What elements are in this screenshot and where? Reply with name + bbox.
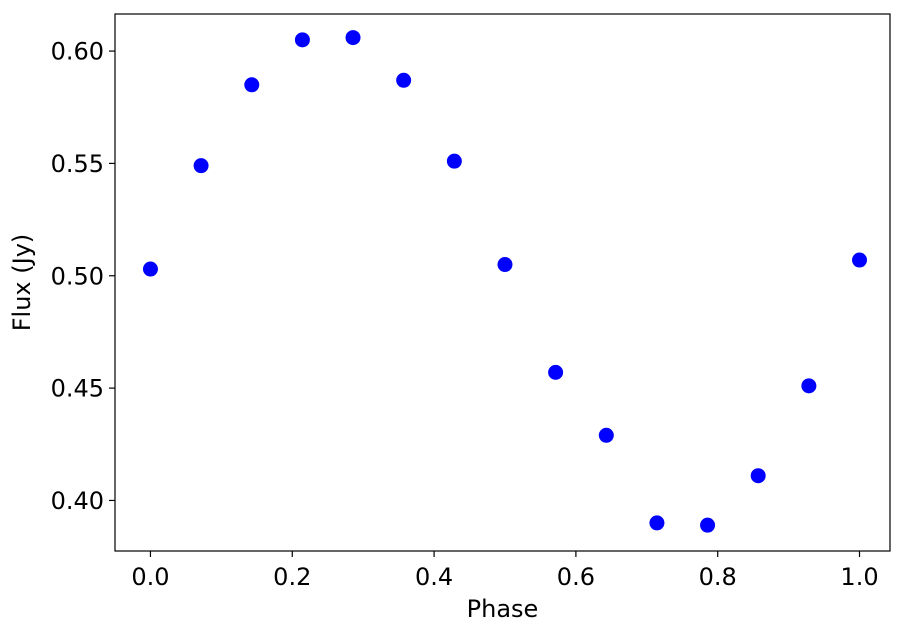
y-axis-label: Flux (Jy) (8, 234, 36, 332)
plot-frame (114, 13, 891, 552)
y-tick-label: 0.60 (51, 38, 104, 66)
data-point (649, 515, 665, 531)
x-tick-label: 0.8 (699, 563, 737, 591)
data-point (548, 364, 564, 380)
data-point (396, 72, 412, 88)
data-point (497, 257, 513, 273)
data-point (750, 468, 766, 484)
data-point (142, 261, 158, 277)
x-axis-label: Phase (467, 595, 539, 623)
data-point (700, 517, 716, 533)
data-point (852, 252, 868, 268)
y-tick-label: 0.55 (51, 150, 104, 178)
data-point (193, 158, 209, 174)
y-tick-label: 0.40 (51, 487, 104, 515)
points-layer (142, 30, 868, 533)
data-point (801, 378, 817, 394)
data-point (598, 427, 614, 443)
data-point (294, 32, 310, 48)
x-tick-label: 0.2 (273, 563, 311, 591)
x-tick-label: 0.6 (557, 563, 595, 591)
x-tick-label: 0.4 (415, 563, 453, 591)
ticks-layer: 0.0 0.2 0.4 0.6 0.8 1.0 0.40 0.45 0.50 0.55 0.60 (51, 38, 879, 591)
data-point (244, 77, 260, 93)
y-tick-label: 0.50 (51, 262, 104, 290)
data-point (345, 30, 361, 46)
y-tick-label: 0.45 (51, 375, 104, 403)
x-tick-label: 1.0 (840, 563, 878, 591)
x-tick-label: 0.0 (131, 563, 169, 591)
data-point (446, 153, 462, 169)
